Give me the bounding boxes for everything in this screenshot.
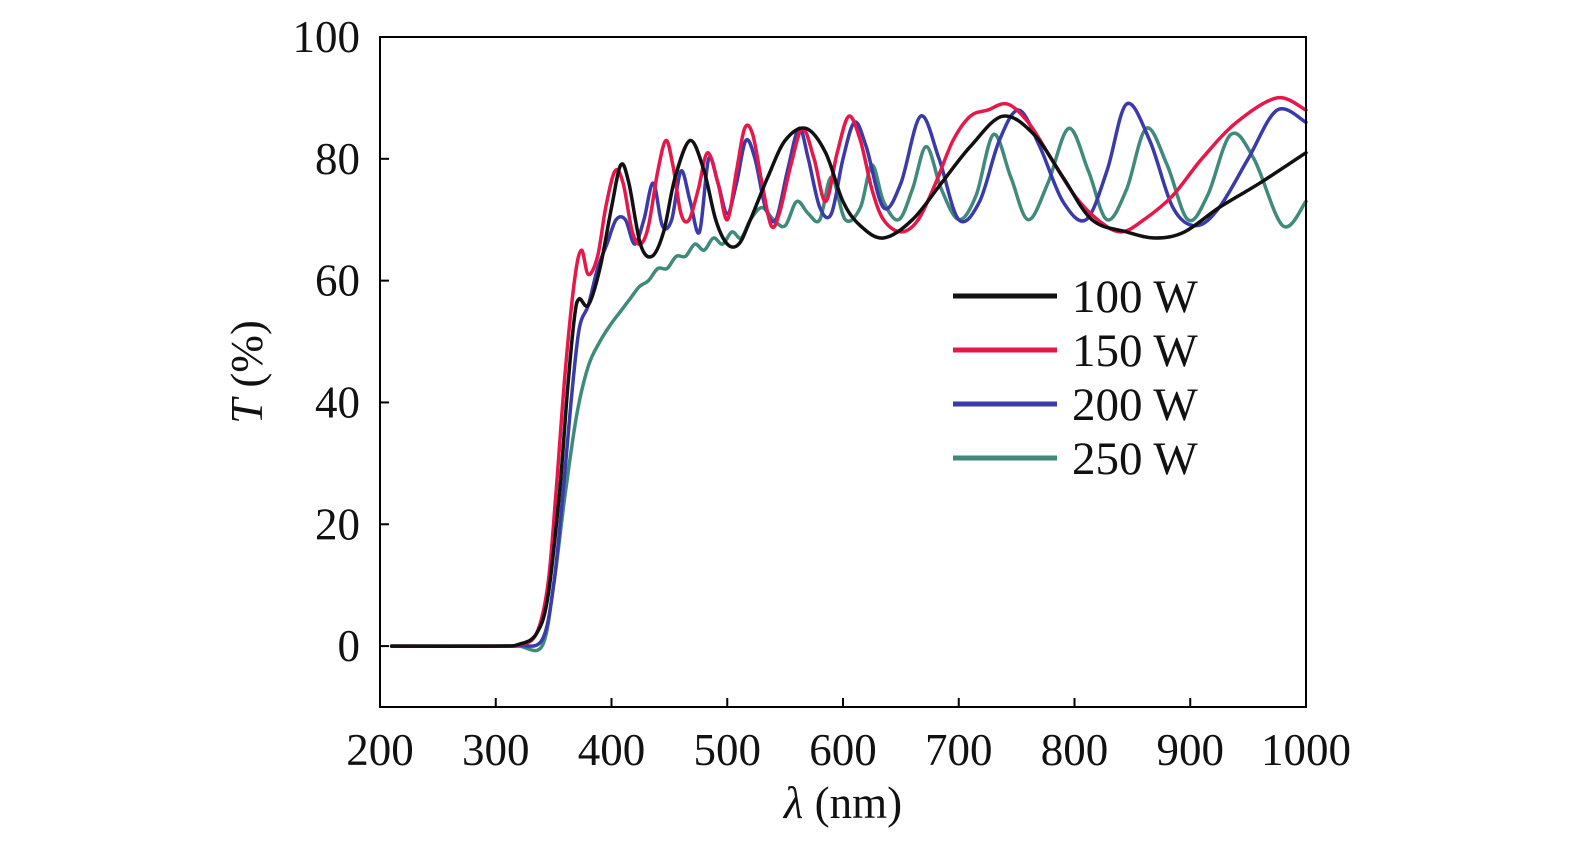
series-line-250w: [389, 126, 1308, 653]
legend-label-200w: 200 W: [1072, 379, 1198, 431]
x-tick-label: 300: [462, 725, 530, 775]
x-tick-label: 500: [694, 725, 762, 775]
ticks-group: 200 300 400 500 600 700 800 900 1000 0 20 40 60 80 100: [293, 12, 1352, 775]
y-tick-label: 40: [315, 377, 360, 427]
series-line-150w: [389, 96, 1308, 648]
y-axis-label: T (%): [222, 320, 272, 424]
series-line-100w: [389, 114, 1308, 648]
y-tick-label: 0: [338, 621, 361, 671]
y-tick-label: 20: [315, 499, 360, 549]
y-axis-label-unit: (%): [222, 320, 272, 399]
x-axis-label-symbol: λ: [782, 778, 804, 828]
x-tick-label: 200: [346, 725, 414, 775]
x-tick-label: 1000: [1261, 725, 1351, 775]
x-axis-label-unit: (nm): [803, 778, 902, 828]
x-tick-label: 600: [809, 725, 877, 775]
y-tick-label: 60: [315, 256, 360, 306]
series-group: [389, 96, 1308, 653]
x-tick-label: 800: [1041, 725, 1109, 775]
x-tick-label: 400: [578, 725, 646, 775]
y-axis-label-symbol: T: [222, 396, 272, 424]
y-tick-label: 100: [293, 12, 361, 62]
x-axis-label: λ (nm): [782, 778, 902, 828]
legend-label-150w: 150 W: [1072, 325, 1198, 377]
legend-label-100w: 100 W: [1072, 271, 1198, 323]
legend-label-250w: 250 W: [1072, 433, 1198, 485]
y-tick-label: 80: [315, 134, 360, 184]
x-tick-label: 700: [925, 725, 993, 775]
x-tick-label: 900: [1157, 725, 1225, 775]
